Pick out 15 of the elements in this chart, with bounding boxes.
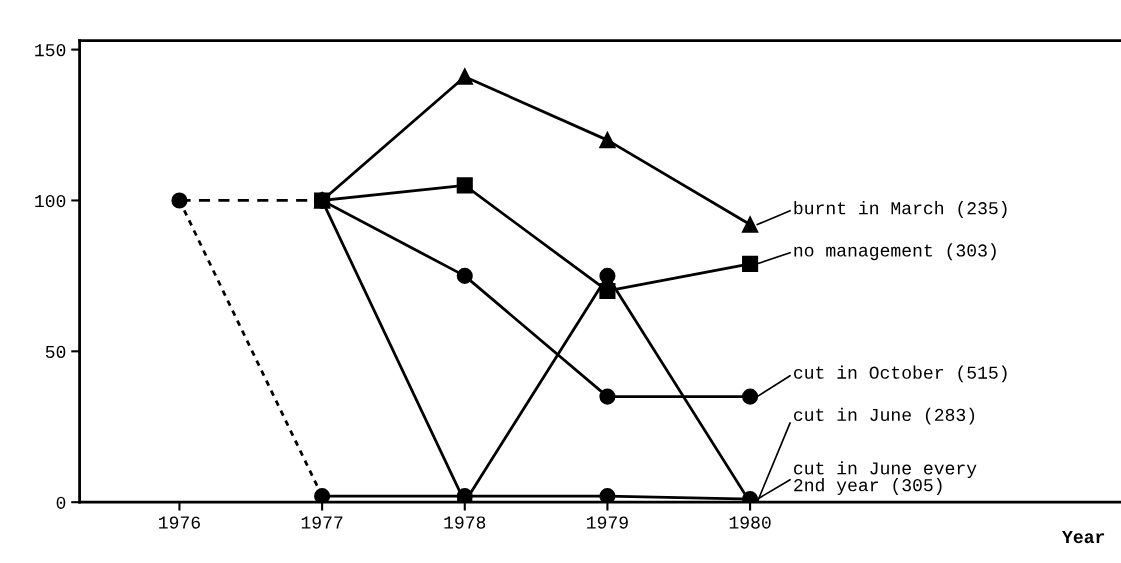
x-tick-label: 1976 xyxy=(159,516,200,529)
x-tick-label: 1980 xyxy=(729,516,771,529)
legend-label: cut in June every 2nd year (305) xyxy=(794,461,977,495)
legend-label: no management (303) xyxy=(794,243,996,261)
y-tick-label: 50 xyxy=(45,345,66,359)
y-tick-label: 0 xyxy=(56,496,66,509)
x-axis-title: Year xyxy=(1062,531,1105,544)
text: cut in June (283) xyxy=(794,407,975,425)
x-tick-label: 1979 xyxy=(587,516,628,529)
x-tick-label: 1978 xyxy=(444,516,486,529)
legend-label: burnt in March (235) xyxy=(794,201,1007,218)
x-tick-label: 1977 xyxy=(301,516,343,529)
legend-label: cut in October (515) xyxy=(794,365,1007,383)
y-tick-label: 150 xyxy=(35,44,66,57)
y-tick-label: 100 xyxy=(35,194,66,208)
